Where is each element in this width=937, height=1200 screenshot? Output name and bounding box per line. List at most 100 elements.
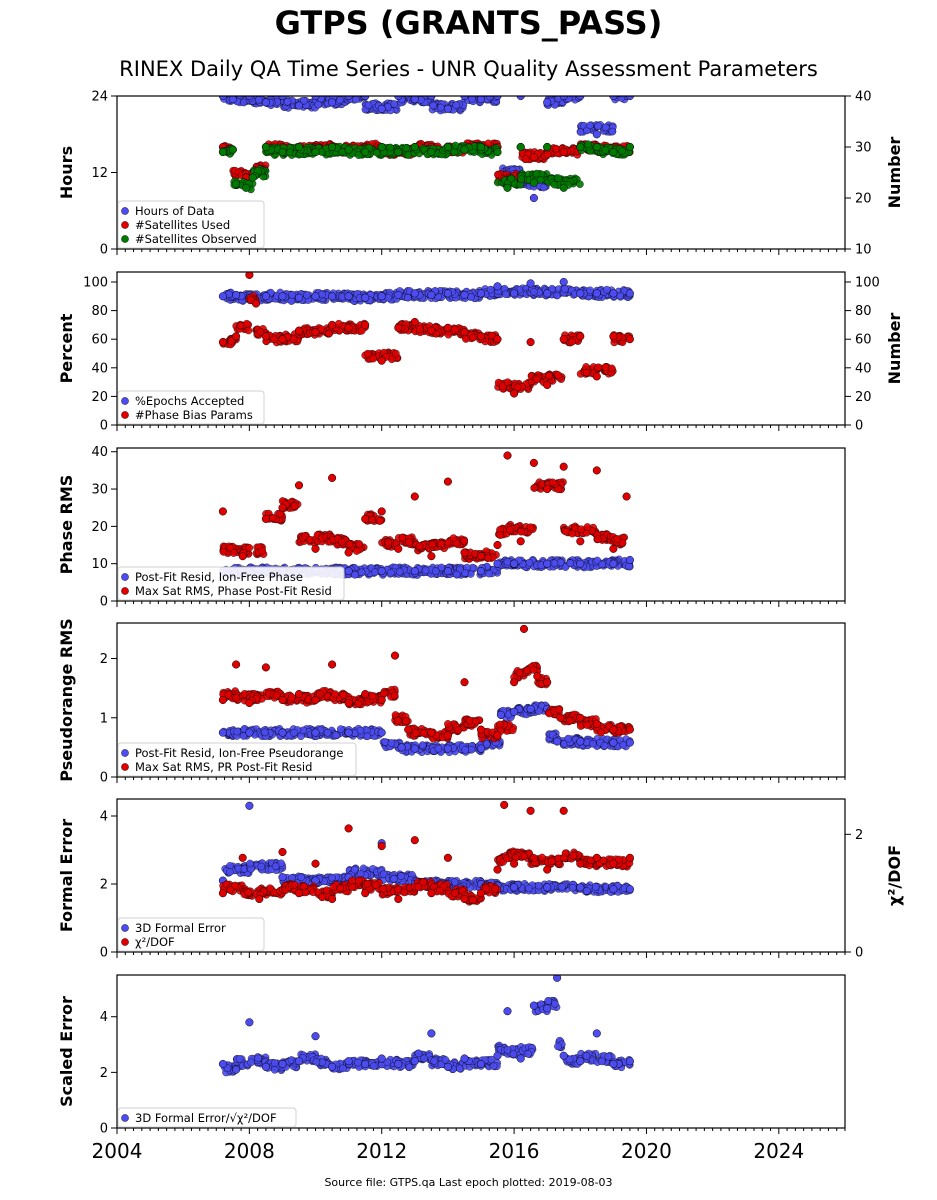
- data-point: [559, 183, 568, 192]
- data-point: [476, 289, 486, 298]
- data-point: [559, 96, 568, 101]
- data-point: [618, 147, 626, 155]
- data-point: [516, 142, 525, 152]
- data-point: [467, 745, 476, 754]
- data-point: [449, 534, 458, 542]
- data-point: [290, 728, 298, 737]
- data-point: [397, 743, 406, 752]
- data-point: [469, 333, 477, 342]
- data-point: [496, 710, 505, 719]
- data-point: [404, 725, 413, 734]
- data-point: [437, 540, 446, 548]
- data-point: [278, 148, 287, 157]
- data-point: [394, 716, 402, 725]
- y-tick-label: 60: [91, 333, 108, 348]
- data-point: [460, 548, 469, 557]
- data-point: [394, 290, 403, 299]
- data-point: [325, 329, 334, 338]
- data-point: [427, 290, 436, 299]
- data-point: [410, 744, 419, 753]
- data-point: [443, 731, 452, 740]
- data-point: [270, 335, 278, 344]
- data-point: [532, 169, 541, 178]
- data-point: [394, 148, 403, 157]
- data-point: [387, 739, 396, 747]
- data-point: [361, 690, 370, 699]
- data-point: [242, 319, 251, 328]
- data-point: [503, 183, 512, 192]
- data-point: [394, 323, 403, 332]
- data-point: [431, 567, 440, 576]
- legend: Hours of Data#Satellites Used#Satellites…: [117, 200, 265, 249]
- data-point: [525, 558, 534, 567]
- data-point: [371, 568, 379, 577]
- data-point: [283, 97, 292, 106]
- data-point: [461, 746, 470, 754]
- data-point: [549, 478, 557, 487]
- data-point: [618, 539, 627, 547]
- data-point: [218, 695, 227, 705]
- legend-label: #Satellites Used: [135, 218, 230, 232]
- data-point: [415, 542, 424, 551]
- data-point: [411, 729, 420, 737]
- data-points: [218, 451, 634, 579]
- data-point: [354, 151, 363, 159]
- data-point: [468, 96, 476, 103]
- data-point: [484, 554, 492, 562]
- data-point: [334, 319, 343, 328]
- data-point: [516, 537, 525, 546]
- data-point: [550, 559, 559, 568]
- data-point: [355, 540, 364, 548]
- y-right-tick-label: 100: [855, 276, 880, 291]
- data-point: [354, 699, 363, 708]
- data-point: [421, 566, 430, 575]
- data-point: [218, 96, 227, 101]
- legend-marker: [121, 235, 129, 243]
- y-right-tick-label: 40: [855, 90, 872, 105]
- data-point: [218, 728, 227, 737]
- data-point: [218, 507, 227, 516]
- data-point: [566, 559, 575, 568]
- data-point: [575, 96, 578, 97]
- data-point: [548, 284, 556, 293]
- data-point: [460, 290, 469, 299]
- data-point: [609, 544, 618, 553]
- data-point: [387, 355, 396, 364]
- data-point: [300, 96, 308, 105]
- data-point: [601, 123, 610, 132]
- data-point: [403, 293, 412, 302]
- data-point: [493, 335, 502, 344]
- data-point: [311, 148, 320, 157]
- data-point: [352, 547, 361, 555]
- data-point: [493, 96, 502, 101]
- data-point: [339, 691, 348, 699]
- data-point: [336, 725, 345, 733]
- legend-box: [117, 390, 265, 425]
- data-point: [476, 567, 486, 576]
- data-point: [576, 537, 585, 546]
- data-point: [582, 368, 591, 377]
- data-point: [554, 174, 563, 182]
- data-point: [443, 104, 452, 113]
- data-point: [375, 517, 384, 525]
- data-point: [311, 728, 320, 737]
- data-point: [594, 535, 602, 544]
- data-point: [529, 666, 538, 674]
- data-point: [560, 285, 569, 293]
- data-point: [278, 335, 287, 344]
- data-point: [228, 96, 237, 104]
- data-point: [592, 289, 601, 298]
- data-point: [345, 540, 354, 549]
- data-point: [608, 364, 616, 373]
- data-point: [361, 293, 370, 302]
- data-point: [471, 717, 480, 726]
- data-point: [559, 335, 568, 344]
- data-point: [543, 380, 552, 390]
- legend-label: Hours of Data: [135, 204, 215, 218]
- data-points: [218, 624, 634, 757]
- data-point: [344, 292, 353, 301]
- data-point: [443, 477, 452, 486]
- data-point: [486, 285, 495, 294]
- data-point: [269, 514, 278, 522]
- data-point: [232, 694, 240, 702]
